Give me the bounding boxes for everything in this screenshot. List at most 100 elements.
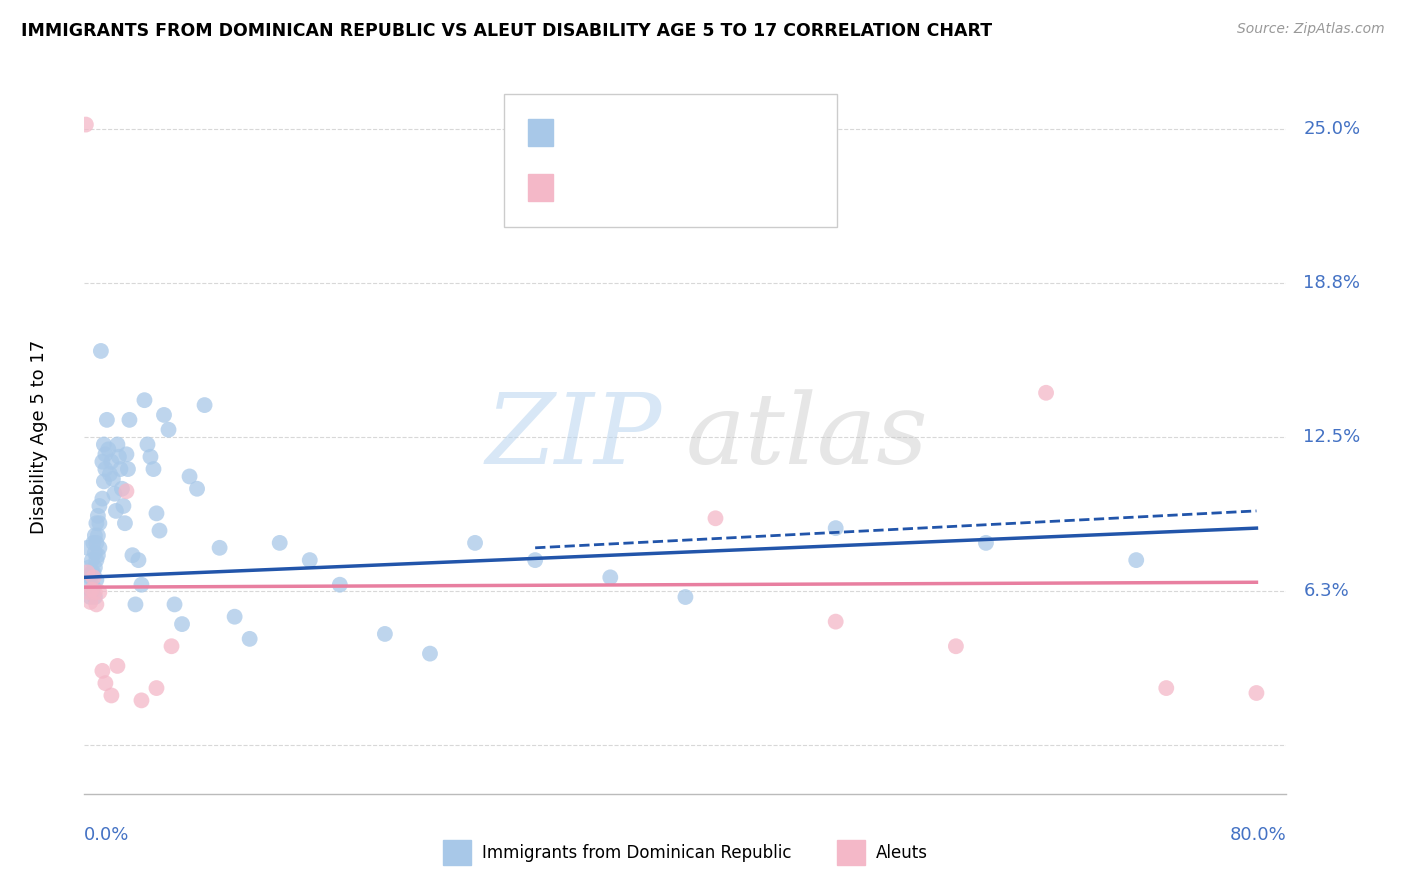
Point: [77, 560, 100, 574]
Text: N =: N =: [664, 123, 706, 142]
Point: [80, 585, 103, 599]
Point: [86, 598, 108, 612]
Point: [101, 472, 124, 486]
Point: [131, 578, 153, 592]
Point: [87, 548, 110, 562]
Point: [82, 570, 104, 584]
Point: [80, 582, 103, 597]
Point: [118, 413, 141, 427]
Point: [94, 676, 117, 690]
Text: 23: 23: [703, 178, 730, 196]
Point: [83, 528, 105, 542]
Point: [186, 482, 208, 496]
Point: [79, 590, 101, 604]
Point: [90, 343, 112, 358]
Point: [96, 413, 118, 427]
Point: [80, 553, 103, 567]
Point: [82, 580, 104, 594]
Point: [82, 536, 104, 550]
Point: [131, 693, 153, 707]
Point: [1156, 681, 1178, 695]
Point: [974, 536, 997, 550]
Point: [91, 664, 114, 678]
Text: 80.0%: 80.0%: [1230, 826, 1286, 844]
Point: [136, 437, 159, 451]
Text: 0.0%: 0.0%: [84, 826, 129, 844]
Text: R =: R =: [562, 178, 605, 196]
Point: [145, 507, 167, 521]
Point: [194, 398, 217, 412]
Text: Disability Age 5 to 17: Disability Age 5 to 17: [30, 340, 48, 534]
Point: [107, 659, 129, 673]
Point: [1246, 686, 1268, 700]
Point: [419, 647, 441, 661]
Point: [224, 609, 246, 624]
Point: [115, 447, 138, 461]
Text: IMMIGRANTS FROM DOMINICAN REPUBLIC VS ALEUT DISABILITY AGE 5 TO 17 CORRELATION C: IMMIGRANTS FROM DOMINICAN REPUBLIC VS AL…: [21, 22, 993, 40]
Point: [94, 462, 117, 476]
Point: [163, 598, 186, 612]
Point: [89, 499, 111, 513]
Text: 80: 80: [703, 123, 730, 142]
Point: [79, 570, 101, 584]
Point: [329, 578, 352, 592]
Point: [704, 511, 727, 525]
Point: [82, 566, 104, 580]
Point: [127, 553, 149, 567]
Point: [824, 521, 846, 535]
Point: [89, 585, 111, 599]
Point: [93, 437, 115, 451]
Point: [675, 590, 697, 604]
Point: [86, 573, 108, 587]
Text: Immigrants from Dominican Republic: Immigrants from Dominican Republic: [482, 844, 792, 862]
Point: [524, 553, 547, 567]
Point: [145, 681, 167, 695]
Point: [153, 408, 176, 422]
Point: [124, 598, 146, 612]
Point: [75, 118, 97, 132]
Text: 18.8%: 18.8%: [1303, 274, 1361, 293]
Point: [79, 595, 101, 609]
Point: [148, 524, 170, 538]
Text: Source: ZipAtlas.com: Source: ZipAtlas.com: [1237, 22, 1385, 37]
Point: [945, 639, 967, 653]
Point: [170, 617, 193, 632]
Point: [142, 462, 165, 476]
Point: [86, 516, 108, 531]
Point: [89, 516, 111, 531]
Point: [179, 469, 201, 483]
Point: [117, 462, 139, 476]
Text: 6.3%: 6.3%: [1303, 582, 1350, 600]
Point: [91, 491, 114, 506]
Text: atlas: atlas: [686, 390, 928, 484]
Point: [86, 536, 108, 550]
Point: [77, 578, 100, 592]
Point: [98, 467, 121, 481]
Text: ZIP: ZIP: [485, 390, 661, 484]
Point: [77, 585, 100, 599]
Point: [108, 450, 131, 464]
Point: [83, 560, 105, 574]
Point: [103, 486, 125, 500]
Point: [76, 541, 98, 555]
Point: [464, 536, 486, 550]
Point: [94, 447, 117, 461]
Point: [91, 455, 114, 469]
Point: [97, 442, 120, 457]
Point: [824, 615, 846, 629]
Point: [160, 639, 183, 653]
Point: [599, 570, 621, 584]
Point: [1125, 553, 1147, 567]
Point: [298, 553, 321, 567]
Text: N =: N =: [664, 178, 706, 196]
Text: 0.013: 0.013: [602, 178, 657, 196]
Point: [110, 462, 132, 476]
Point: [93, 475, 115, 489]
Point: [112, 499, 135, 513]
Point: [139, 450, 162, 464]
Point: [87, 508, 110, 523]
Point: [374, 627, 396, 641]
Point: [87, 528, 110, 542]
Text: 25.0%: 25.0%: [1303, 120, 1361, 138]
Point: [89, 541, 111, 555]
